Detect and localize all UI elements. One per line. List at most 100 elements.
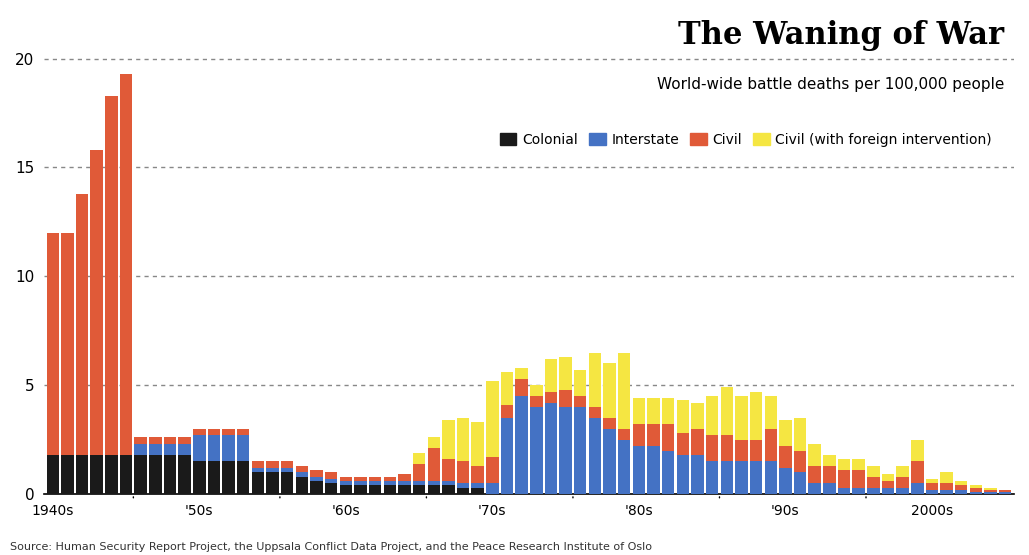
Bar [252,472,264,494]
Bar [516,379,528,396]
Bar [486,483,499,494]
Bar [384,486,396,494]
Bar [618,440,631,494]
Bar [413,463,425,481]
Bar [662,398,674,425]
Bar [677,433,689,455]
Bar [911,440,923,461]
Bar [736,461,748,494]
Bar [691,402,704,429]
Bar [706,435,718,461]
Bar [720,435,733,461]
Bar [955,486,967,490]
Bar [999,490,1012,492]
Bar [281,461,293,468]
Bar [574,396,587,407]
Bar [91,455,103,494]
Bar [325,472,338,479]
Bar [340,486,352,494]
Bar [560,407,572,494]
Bar [193,429,206,435]
Bar [530,385,542,396]
Bar [222,461,235,494]
Bar [398,475,411,481]
Bar [384,477,396,481]
Bar [574,370,587,396]
Bar [442,486,455,494]
Bar [486,457,499,483]
Bar [105,95,117,455]
Bar [325,479,338,483]
Bar [677,455,689,494]
Bar [911,461,923,483]
Bar [311,481,323,494]
Bar [164,444,176,455]
Bar [706,461,718,494]
Bar [413,486,425,494]
Bar [91,150,103,455]
Bar [882,481,894,487]
Bar [750,392,762,440]
Bar [941,472,953,483]
Bar [135,455,147,494]
Bar [969,486,982,487]
Bar [852,487,865,494]
Bar [691,429,704,455]
Bar [867,487,880,494]
Bar [823,483,836,494]
Bar [589,418,601,494]
Bar [882,475,894,481]
Bar [867,466,880,477]
Bar [457,487,469,494]
Bar [530,396,542,407]
Bar [501,372,513,405]
Bar [354,486,366,494]
Bar [149,437,162,444]
Bar [442,420,455,459]
Bar [471,483,484,487]
Bar [61,233,74,455]
Bar [252,461,264,468]
Bar [896,466,909,477]
Bar [193,435,206,461]
Bar [603,418,615,429]
Bar [222,429,235,435]
Bar [178,437,190,444]
Bar [135,437,147,444]
Bar [809,483,821,494]
Text: Source: Human Security Report Project, the Uppsala Conflict Data Project, and th: Source: Human Security Report Project, t… [10,542,652,552]
Bar [222,435,235,461]
Bar [471,422,484,466]
Bar [691,455,704,494]
Bar [896,477,909,487]
Bar [706,396,718,435]
Bar [618,352,631,429]
Bar [413,453,425,463]
Bar [471,487,484,494]
Bar [516,368,528,379]
Bar [969,487,982,492]
Text: The Waning of War: The Waning of War [678,20,1004,51]
Bar [589,407,601,418]
Bar [647,425,660,446]
Bar [662,451,674,494]
Bar [295,466,308,472]
Bar [793,451,807,472]
Bar [838,470,850,487]
Bar [427,448,440,481]
Bar [779,446,791,468]
Bar [354,477,366,481]
Bar [149,444,162,455]
Bar [208,435,220,461]
Bar [178,444,190,455]
Bar [985,490,997,492]
Bar [544,402,557,494]
Bar [237,429,249,435]
Bar [544,359,557,392]
Bar [267,461,279,468]
Bar [237,461,249,494]
Bar [838,459,850,470]
Bar [823,466,836,483]
Bar [281,468,293,472]
Bar [354,481,366,486]
